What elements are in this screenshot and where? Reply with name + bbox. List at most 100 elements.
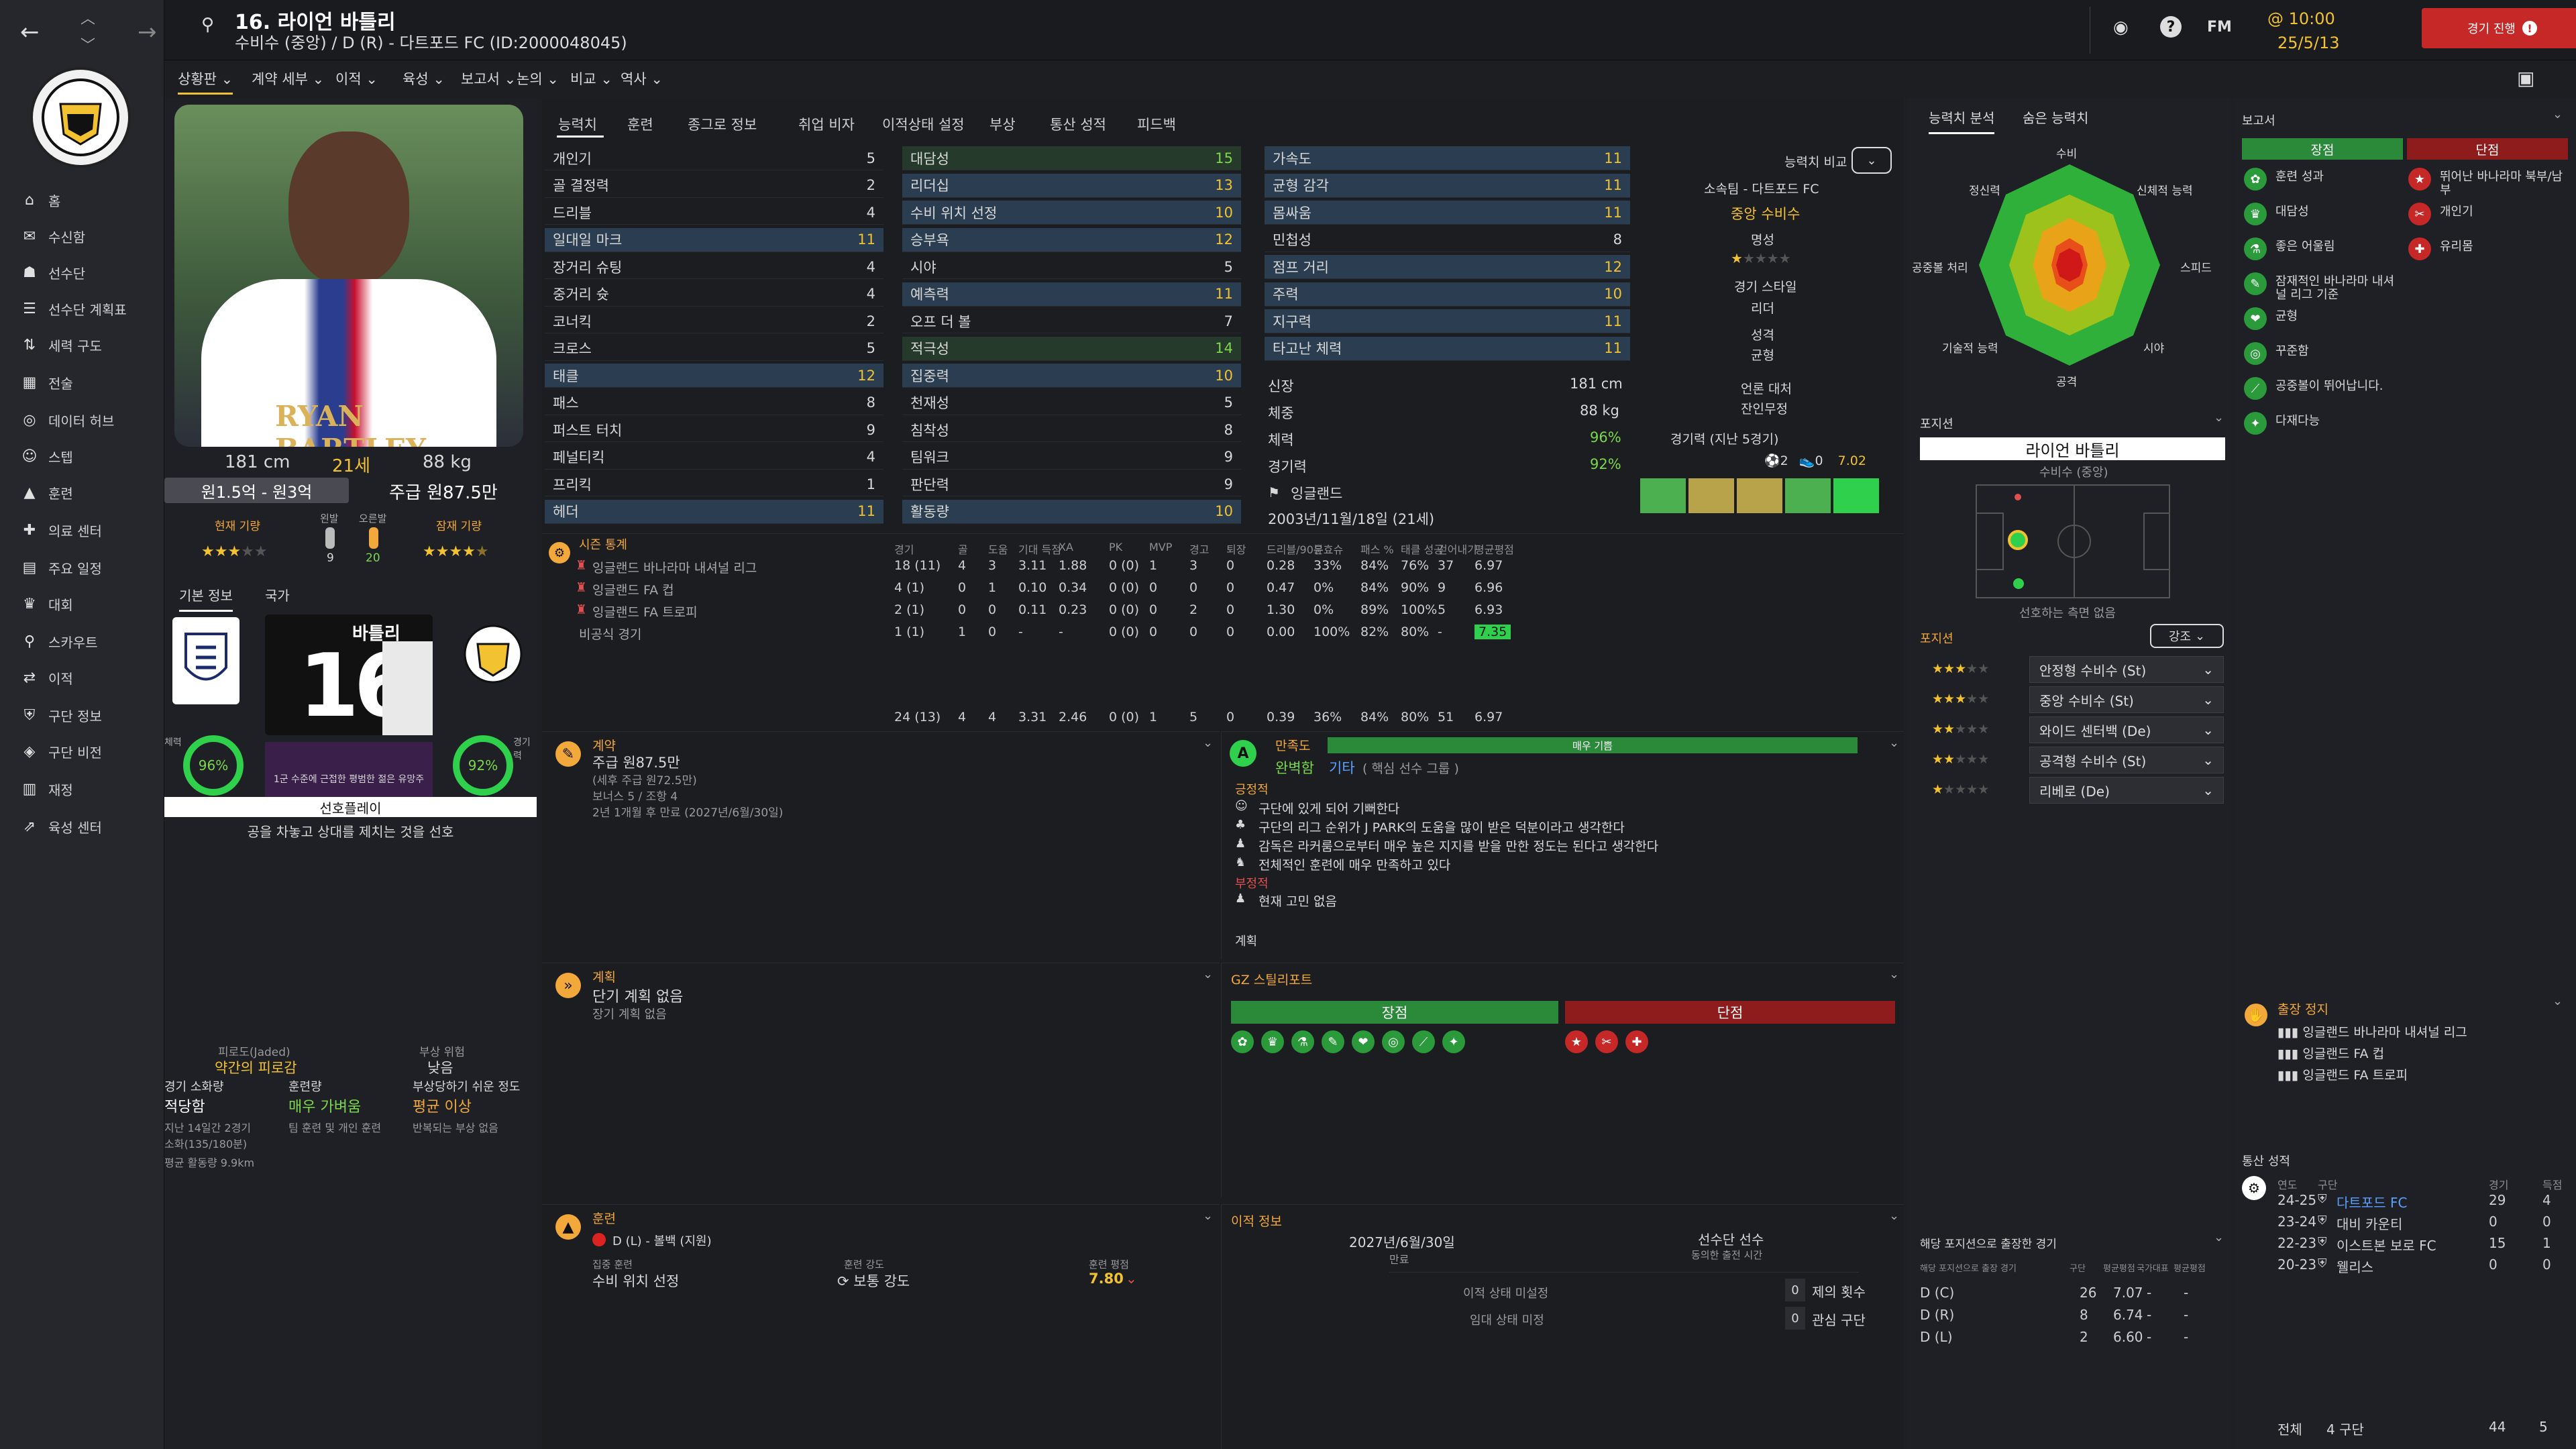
position-expand-icon[interactable]: ⌄ (2214, 411, 2224, 425)
sidebar-item-12[interactable]: ⚲ 스카우트 (20, 628, 98, 655)
layout-icon[interactable]: ▣ (2517, 67, 2535, 89)
back-icon[interactable]: ← (20, 19, 40, 46)
contract-expand-icon[interactable]: ⌄ (1203, 736, 1214, 750)
player-height: 181 cm (225, 452, 290, 472)
career-cell[interactable]: 웰리스 (2337, 1259, 2374, 1275)
career-cell[interactable]: 대비 카운티 (2337, 1216, 2403, 1232)
subnav-5[interactable]: 논의 ⌄ (517, 71, 559, 87)
stats-row-name: 비공식 경기 (579, 627, 642, 642)
training-expand-icon[interactable]: ⌄ (1203, 1209, 1214, 1223)
role-row[interactable]: 와이드 센터백 (De) ⌄ (2029, 716, 2224, 743)
training-label[interactable]: 훈련 (592, 1212, 616, 1226)
mental-attr-row: 적극성 14 (902, 336, 1241, 361)
subnav-2[interactable]: 이적 ⌄ (335, 71, 378, 87)
season-stats: ⚙ 시즌 통계 경기 골 도움 기대 득점 XA PK MVP 경고 퇴장 드리블/90분 유효슈 패… (542, 533, 1904, 728)
search-icon[interactable]: ⚲ (201, 15, 215, 35)
sidebar-item-13[interactable]: ⇄ 이적 (20, 664, 73, 691)
happiness-label[interactable]: 만족도 (1275, 739, 1311, 753)
role-row[interactable]: 안정형 수비수 (St) ⌄ (2029, 656, 2224, 683)
role-row[interactable]: 중앙 수비수 (St) ⌄ (2029, 686, 2224, 713)
tab-4[interactable]: 이적상태 설정 (882, 117, 965, 133)
tab-5[interactable]: 부상 (989, 117, 1016, 133)
compare-dropdown[interactable]: ⌄ (1851, 147, 1892, 174)
subnav-4[interactable]: 보고서 ⌄ (461, 71, 517, 87)
role-star: ★ (1932, 782, 1944, 797)
role-row[interactable]: 공격형 수비수 (St) ⌄ (2029, 747, 2224, 773)
sidebar-item-10[interactable]: ▤ 주요 일정 (20, 554, 102, 581)
sidebar-item-2[interactable]: ☗ 선수단 (20, 259, 85, 286)
tab-7[interactable]: 피드백 (1137, 117, 1176, 133)
sidebar-item-14[interactable]: ⛨ 구단 정보 (20, 702, 102, 729)
help-icon[interactable]: ? (2160, 16, 2182, 38)
subnav-7[interactable]: 역사 ⌄ (621, 71, 663, 87)
sidebar-item-11[interactable]: ♛ 대회 (20, 590, 73, 617)
continue-button[interactable]: 경기 진행 ! (2422, 8, 2576, 48)
subnav-3[interactable]: 육성 ⌄ (402, 71, 445, 87)
roles-label[interactable]: 포지션 (1920, 632, 1953, 646)
tab-nation[interactable]: 국가 (265, 588, 290, 604)
plans-label[interactable]: 계획 (592, 970, 616, 985)
sidebar-item-3[interactable]: ☰ 선수단 계획표 (20, 295, 127, 322)
tab-hidden-attributes[interactable]: 숨은 능력치 (2023, 110, 2089, 126)
plans-expand-icon[interactable]: ⌄ (1203, 967, 1214, 981)
subnav-6[interactable]: 비교 ⌄ (570, 71, 612, 87)
mental-attr-row: 팀워크 9 (902, 445, 1241, 470)
chevron-down-icon[interactable]: ﹀ (80, 38, 96, 54)
contract-label[interactable]: 계약 (592, 739, 616, 753)
load-value: 적당함 (164, 1099, 205, 1116)
compare-label[interactable]: 능력치 비교 (1784, 155, 1847, 170)
stats-cell: 6.96 (1474, 580, 1503, 595)
happiness-expand-icon[interactable]: ⌄ (1889, 736, 1900, 750)
sidebar-item-15[interactable]: ◈ 구단 비전 (20, 738, 102, 765)
sidebar-item-16[interactable]: ▥ 재정 (20, 775, 73, 802)
sidebar-item-0[interactable]: ⌂ 홈 (20, 186, 60, 213)
cycle-icon: ⟳ (837, 1273, 849, 1289)
sidebar-item-7[interactable]: ☺ 스텝 (20, 443, 73, 470)
scout-expand-icon[interactable]: ⌄ (1889, 967, 1900, 981)
sidebar-item-1[interactable]: ✉ 수신함 (20, 223, 85, 250)
career-cell[interactable]: 다트포드 FC (2337, 1195, 2408, 1211)
sidebar-item-6[interactable]: ◎ 데이터 허브 (20, 407, 114, 433)
report-pro-item: 균형 (2275, 309, 2298, 323)
tab-basic-info[interactable]: 기본 정보 (179, 585, 233, 612)
stats-col-5: PK (1109, 541, 1123, 553)
globe-icon[interactable]: ◉ (2113, 17, 2129, 38)
strong-dropdown[interactable]: 강조 ⌄ (2150, 624, 2224, 648)
sidebar-item-17[interactable]: ⇗ 육성 센터 (20, 813, 102, 840)
sidebar-item-9[interactable]: ✚ 의료 센터 (20, 517, 102, 543)
mental-attr-value: 10 (1215, 204, 1233, 221)
scout-label[interactable]: GZ 스틸리포트 (1231, 973, 1313, 987)
physical-attr-value: 11 (1604, 313, 1622, 329)
tab-3[interactable]: 취업 비자 (798, 117, 855, 133)
fitness-value: 96% (198, 757, 229, 773)
role-row[interactable]: 리베로 (De) ⌄ (2029, 777, 2224, 804)
player-card: RYAN BARTLEY 181 cm 21세 88 kg 원1.5억 - 원3… (164, 98, 537, 1449)
tab-2[interactable]: 종그로 정보 (688, 117, 757, 133)
pos-games-expand-icon[interactable]: ⌄ (2214, 1230, 2224, 1244)
subnav-1[interactable]: 계약 세부 ⌄ (252, 71, 325, 87)
shirt-name: RYAN BARTLEY (275, 400, 426, 447)
fm-menu[interactable]: FM (2207, 19, 2232, 36)
stats-header[interactable]: 시즌 통계 (579, 538, 627, 552)
suspension-expand-icon[interactable]: ⌄ (2553, 994, 2563, 1008)
sidebar-item-8[interactable]: ▲ 훈련 (20, 479, 73, 506)
stats-cell: 0% (1313, 602, 1334, 617)
forward-icon[interactable]: → (138, 19, 157, 46)
pos-games-cell: - (2184, 1307, 2189, 1323)
subnav-0[interactable]: 상황판 ⌄ (178, 68, 233, 95)
career-cell[interactable]: 이스트본 보로 FC (2337, 1238, 2436, 1254)
tab-0[interactable]: 능력치 (558, 117, 597, 133)
transfer-label[interactable]: 이적 정보 (1231, 1214, 1282, 1229)
pos-games-cell: 6.74 (2113, 1307, 2143, 1323)
report-expand-icon[interactable]: ⌄ (2553, 107, 2563, 121)
tab-6[interactable]: 통산 성적 (1050, 117, 1106, 133)
sidebar-item-4[interactable]: ⇅ 세력 구도 (20, 331, 102, 358)
sidebar-item-5[interactable]: ▦ 전술 (20, 369, 73, 396)
career-cell: 1 (2542, 1235, 2551, 1251)
transfer-expand-icon[interactable]: ⌄ (1889, 1209, 1900, 1223)
chevron-up-icon[interactable]: ︿ (80, 11, 96, 28)
tab-attribute-analysis[interactable]: 능력치 분석 (1929, 107, 1995, 134)
stats-cell: 0 (988, 602, 997, 617)
role-name: 중앙 수비수 (St) (2039, 692, 2134, 709)
tab-1[interactable]: 훈련 (627, 117, 653, 133)
